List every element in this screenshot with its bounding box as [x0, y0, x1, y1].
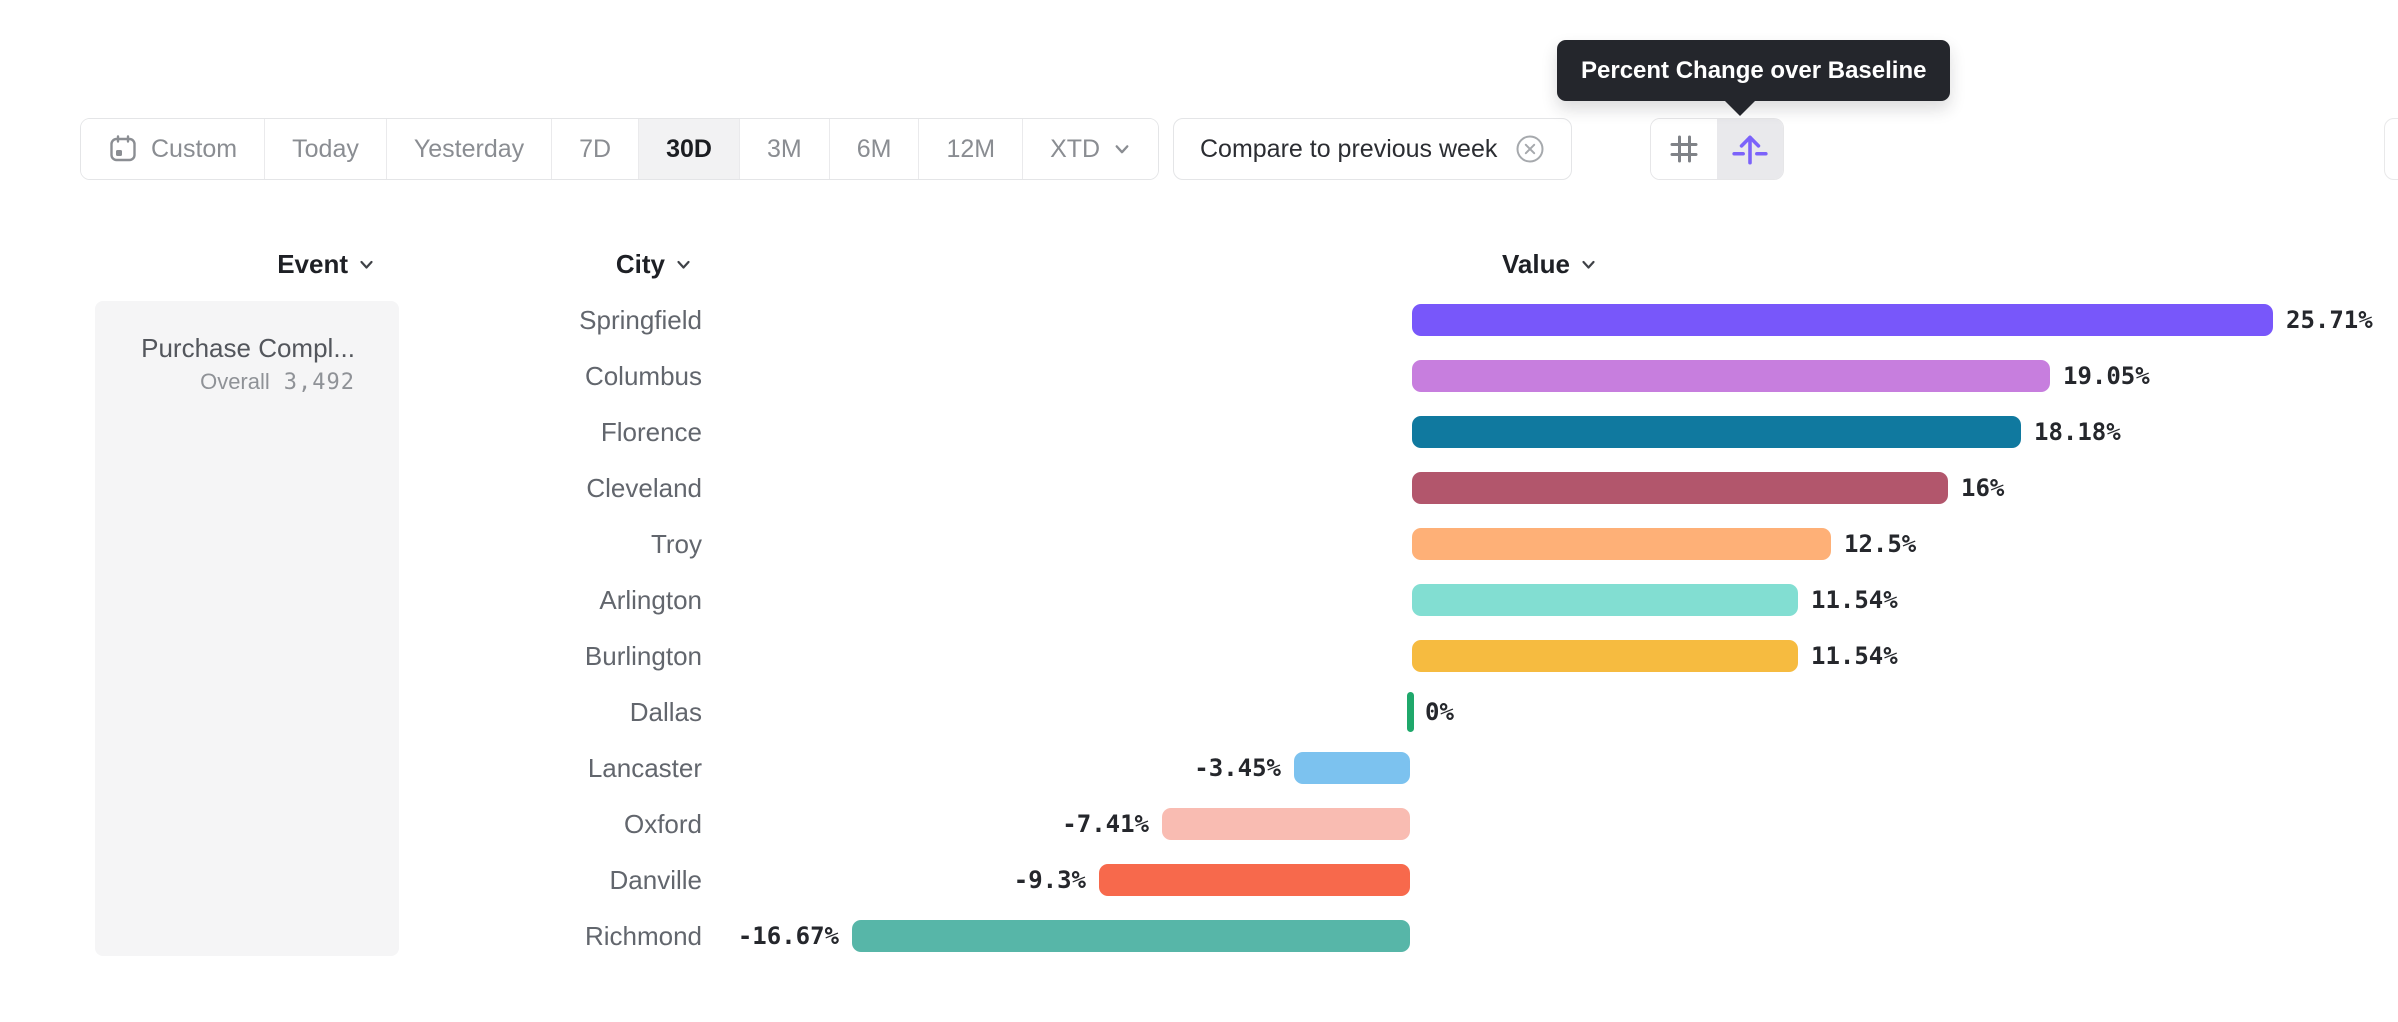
calendar-icon [110, 135, 136, 162]
city-label: Cleveland [586, 472, 702, 503]
chart-row: Springfield 25.71% [0, 292, 2398, 348]
column-header-label: Event [277, 248, 348, 279]
city-label: Florence [600, 416, 702, 447]
event-card-content: Purchase Compl... Overall 3,492 [95, 301, 399, 395]
bar[interactable] [1412, 360, 2050, 392]
range-label: 3M [766, 134, 802, 163]
value-label: 0% [1425, 698, 1454, 726]
chart-row: Lancaster -3.45% [0, 740, 2398, 796]
range-3m[interactable]: 3M [739, 119, 830, 179]
compare-button[interactable]: Compare to previous week [1173, 118, 1573, 180]
column-header-label: City [615, 248, 665, 279]
city-label: Oxford [623, 808, 702, 839]
bar[interactable] [1294, 752, 1410, 784]
value-label: -3.45% [1194, 754, 1281, 782]
range-label: 12M [946, 134, 996, 163]
compare-label: Compare to previous week [1200, 134, 1498, 163]
range-label: Custom [151, 134, 238, 163]
value-label: 11.54% [1811, 642, 1898, 670]
date-range-picker: Custom Today Yesterday 7D 30D 3M 6M 12M … [80, 118, 1160, 180]
range-30d[interactable]: 30D [639, 119, 740, 179]
column-header-event[interactable]: Event [95, 246, 375, 282]
view-toggle [1650, 118, 1784, 180]
city-label: Lancaster [587, 752, 702, 783]
value-label: 12.5% [1844, 530, 1917, 558]
tooltip: Percent Change over Baseline [1557, 40, 1951, 116]
column-header-city[interactable]: City [400, 246, 692, 282]
range-custom[interactable]: Custom [81, 119, 266, 179]
clipped-right-button[interactable] [2384, 118, 2398, 180]
chart-row: Danville -9.3% [0, 852, 2398, 908]
range-yesterday[interactable]: Yesterday [386, 119, 553, 179]
city-label: Burlington [584, 640, 702, 671]
tooltip-caret [1725, 101, 1755, 116]
bar[interactable] [1412, 304, 2273, 336]
value-label: -9.3% [1013, 866, 1086, 894]
bar[interactable] [1412, 528, 1831, 560]
chart-row: Arlington 11.54% [0, 572, 2398, 628]
city-label: Danville [609, 864, 703, 895]
chart-row: Columbus 19.05% [0, 348, 2398, 404]
value-label: 25.71% [2286, 306, 2373, 334]
chart-row: Troy 12.5% [0, 516, 2398, 572]
range-xtd[interactable]: XTD [1023, 119, 1159, 179]
range-label: XTD [1050, 134, 1101, 163]
city-label: Columbus [584, 360, 702, 391]
column-header-label: Value [1502, 248, 1570, 279]
bar[interactable] [1162, 808, 1410, 840]
value-label: 11.54% [1811, 586, 1898, 614]
city-label: Troy [650, 528, 702, 559]
percent-change-icon [1732, 135, 1768, 165]
tooltip-text: Percent Change over Baseline [1581, 56, 1927, 84]
city-label: Springfield [579, 304, 702, 335]
value-label: -16.67% [737, 922, 839, 950]
value-label: 19.05% [2063, 362, 2150, 390]
percent-change-view-button[interactable] [1717, 119, 1783, 179]
bar[interactable] [852, 920, 1410, 952]
city-label: Arlington [599, 584, 702, 615]
value-label: 18.18% [2034, 418, 2121, 446]
grid-view-button[interactable] [1651, 119, 1717, 179]
bar[interactable] [1099, 864, 1410, 896]
overall-label: Overall [200, 369, 270, 394]
bar[interactable] [1412, 584, 1798, 616]
range-7d[interactable]: 7D [552, 119, 640, 179]
chart-row: Florence 18.18% [0, 404, 2398, 460]
chart-row: Dallas 0% [0, 684, 2398, 740]
chevron-down-icon [360, 260, 373, 269]
bar[interactable] [1412, 472, 1948, 504]
range-label: 6M [856, 134, 892, 163]
range-label: Yesterday [413, 134, 525, 163]
event-overall-row: Overall 3,492 [111, 369, 355, 395]
chevron-down-icon [677, 260, 690, 269]
range-label: Today [292, 134, 359, 163]
chevron-down-icon [1582, 260, 1595, 269]
chart-row: Burlington 11.54% [0, 628, 2398, 684]
chart-row: Cleveland 16% [0, 460, 2398, 516]
chart-row: Richmond -16.67% [0, 908, 2398, 964]
zero-tick-bar[interactable] [1407, 692, 1414, 732]
range-12m[interactable]: 12M [919, 119, 1024, 179]
bar[interactable] [1412, 416, 2021, 448]
chart-row: Oxford -7.41% [0, 796, 2398, 852]
event-card[interactable]: Purchase Compl... Overall 3,492 [95, 301, 399, 956]
chevron-down-icon [1115, 145, 1129, 154]
city-label: Dallas [629, 696, 702, 727]
column-header-value[interactable]: Value [1502, 246, 1597, 282]
value-label: 16% [1961, 474, 2005, 502]
grid-icon [1670, 135, 1698, 163]
range-6m[interactable]: 6M [829, 119, 920, 179]
range-today[interactable]: Today [265, 119, 387, 179]
bar[interactable] [1412, 640, 1798, 672]
overall-value: 3,492 [283, 370, 355, 395]
remove-compare-icon[interactable] [1515, 134, 1545, 164]
range-label: 30D [666, 134, 712, 163]
city-label: Richmond [584, 920, 702, 951]
event-name: Purchase Compl... [141, 333, 355, 363]
range-label: 7D [579, 134, 612, 163]
value-label: -7.41% [1062, 810, 1149, 838]
